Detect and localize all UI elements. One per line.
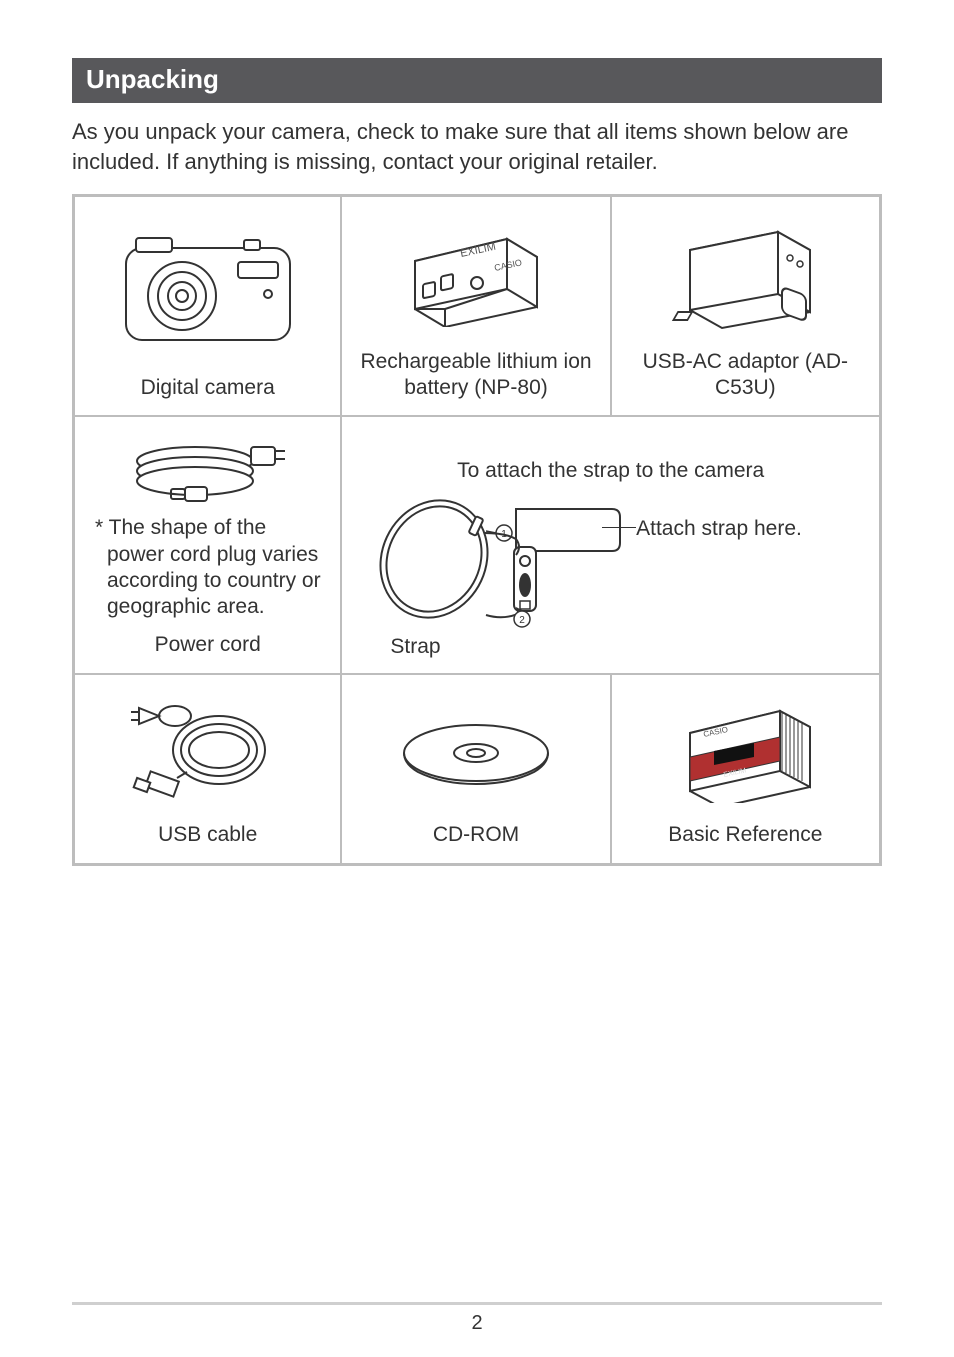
- cell-adaptor: USB-AC adaptor (AD-C53U): [611, 196, 880, 416]
- strap-row: 1 2: [356, 489, 865, 629]
- cell-powercord: * The shape of the power cord plug varie…: [74, 416, 341, 673]
- cdrom-label: CD-ROM: [433, 822, 519, 848]
- usb-illustration: [89, 693, 326, 813]
- page-number: 2: [0, 1312, 954, 1335]
- cell-cdrom: CD-ROM: [341, 674, 610, 864]
- svg-text:2: 2: [519, 615, 525, 626]
- grid-row: * The shape of the power cord plug varie…: [74, 416, 880, 673]
- grid-row: USB cable CD-ROM: [74, 674, 880, 864]
- adaptor-illustration: [626, 215, 865, 339]
- battery-label: Rechargeable lithium ion battery (NP-80): [356, 349, 595, 402]
- reference-label: Basic Reference: [668, 822, 822, 848]
- cdrom-icon: [396, 708, 556, 798]
- strap-callout: Attach strap here.: [636, 489, 865, 541]
- powercord-illustration: [89, 435, 326, 507]
- battery-illustration: EXILIM CASIO: [356, 215, 595, 339]
- strap-title: To attach the strap to the camera: [356, 459, 865, 483]
- cell-reference: CASIO EXILIM Basic Reference: [611, 674, 880, 864]
- camera-label: Digital camera: [141, 375, 275, 401]
- camera-icon: [118, 230, 298, 350]
- section-header: Unpacking: [72, 58, 882, 103]
- powercord-note: * The shape of the power cord plug varie…: [101, 515, 326, 620]
- cell-strap: To attach the strap to the camera 1: [341, 416, 880, 673]
- strap-icon: 1 2: [366, 489, 626, 629]
- items-grid: Digital camera EXILIM CASIO: [72, 194, 882, 865]
- adaptor-label: USB-AC adaptor (AD-C53U): [626, 349, 865, 402]
- adaptor-icon: [670, 222, 820, 332]
- strap-illustration: 1 2: [356, 489, 636, 629]
- intro-text: As you unpack your camera, check to make…: [72, 117, 882, 176]
- reference-illustration: CASIO EXILIM: [626, 693, 865, 813]
- reference-icon: CASIO EXILIM: [670, 703, 820, 803]
- footer-rule: [72, 1302, 882, 1305]
- cell-usb: USB cable: [74, 674, 341, 864]
- cdrom-illustration: [356, 693, 595, 813]
- powercord-icon: [123, 435, 293, 507]
- grid-row: Digital camera EXILIM CASIO: [74, 196, 880, 416]
- cell-battery: EXILIM CASIO Rechargeable lithium ion ba…: [341, 196, 610, 416]
- battery-icon: EXILIM CASIO: [401, 227, 551, 327]
- cell-camera: Digital camera: [74, 196, 341, 416]
- camera-illustration: [89, 215, 326, 365]
- usb-label: USB cable: [158, 822, 257, 848]
- strap-label: Strap: [356, 635, 440, 659]
- page: Unpacking As you unpack your camera, che…: [0, 0, 954, 1357]
- section-title: Unpacking: [86, 64, 219, 94]
- powercord-label: Power cord: [155, 632, 261, 658]
- usb-icon: [123, 698, 293, 808]
